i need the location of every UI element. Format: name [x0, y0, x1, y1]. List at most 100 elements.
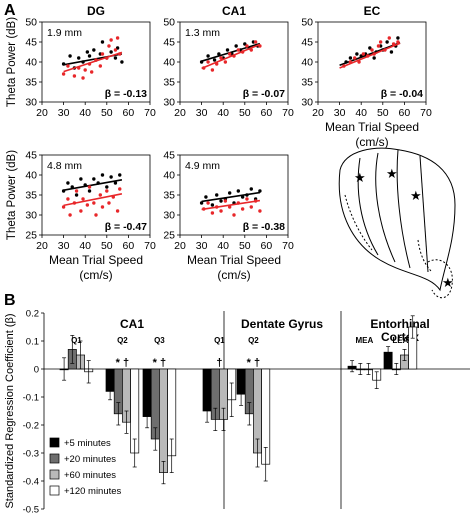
y-tick-label: 25	[163, 230, 175, 242]
regression-line	[339, 42, 401, 69]
data-point	[236, 189, 241, 193]
data-point	[258, 189, 262, 193]
y-tick-label: 40	[301, 57, 313, 69]
data-point	[245, 197, 249, 201]
y-tick-label: 40	[25, 57, 37, 69]
legend-label: +5 minutes	[64, 438, 111, 449]
depth-annotation: 4.9 mm	[185, 160, 220, 172]
y-tick-label: 35	[301, 77, 313, 89]
data-point	[378, 40, 383, 44]
y-tick-label: 40	[25, 170, 37, 182]
x-axis-label: Mean Trial Speed	[49, 253, 143, 267]
data-point	[61, 72, 66, 76]
panel-b-label: B	[4, 292, 16, 309]
x-tick-label: 30	[58, 107, 70, 119]
x-tick-label: 20	[36, 240, 48, 252]
data-point	[396, 40, 400, 44]
data-point	[109, 38, 113, 42]
group-label: Q1	[71, 336, 82, 345]
data-point	[115, 46, 120, 50]
data-point	[368, 46, 372, 50]
y-tick-label: 45	[163, 37, 175, 49]
x-tick-label: 20	[312, 107, 324, 119]
x-tick-label: 50	[101, 107, 113, 119]
data-point	[100, 40, 105, 44]
data-point	[120, 60, 124, 64]
panel-a-label: A	[4, 2, 16, 19]
data-point	[206, 201, 210, 205]
data-point	[98, 193, 103, 197]
data-point	[227, 205, 232, 209]
x-tick-label: 40	[217, 240, 229, 252]
data-point	[204, 195, 208, 199]
x-tick-label: 50	[377, 107, 389, 119]
data-point	[81, 197, 85, 201]
significance-mark: * †	[153, 357, 166, 369]
y-tick-label: 30	[163, 97, 175, 109]
y-tick-label: 40	[163, 57, 175, 69]
y-tick-label: 35	[163, 77, 175, 89]
x-tick-label: 30	[196, 107, 208, 119]
data-point	[245, 44, 249, 48]
data-point	[210, 203, 215, 207]
data-point	[77, 56, 81, 60]
data-point	[355, 52, 359, 56]
legend-swatch	[49, 485, 60, 496]
data-point	[87, 185, 92, 189]
x-tick-label: 40	[79, 240, 91, 252]
star-icon: ★	[442, 275, 454, 290]
x-tick-label: 40	[217, 107, 229, 119]
group-label: MEA	[356, 336, 374, 345]
brain-schematic: ★ ★ ★ ★	[338, 147, 456, 299]
data-point	[225, 48, 230, 52]
section-title: CA1	[120, 317, 144, 331]
data-point	[361, 52, 366, 56]
x-axis-label: (cm/s)	[79, 268, 112, 282]
data-point	[113, 181, 118, 185]
data-point	[376, 44, 381, 48]
data-point	[98, 64, 103, 68]
regression-line	[63, 179, 123, 191]
scatter-chart-4: 20 30 40 50 60 70 25 30 35 40 45 4.8 mm β = -0.47 The…	[6, 150, 156, 283]
data-point	[232, 213, 236, 217]
data-point	[212, 58, 217, 62]
chart-title: CA1	[222, 4, 246, 18]
data-point	[115, 36, 120, 40]
data-point	[219, 209, 223, 213]
data-point	[100, 173, 105, 177]
data-point	[219, 56, 223, 60]
significance-mark: * †	[247, 357, 260, 369]
data-point	[92, 177, 96, 181]
legend-swatch	[49, 453, 60, 464]
data-point	[79, 177, 83, 181]
y-tick-label: 30	[25, 97, 37, 109]
y-tick-label: 25	[25, 230, 37, 242]
y-tick-label: -0.5	[23, 505, 39, 516]
depth-annotation: 4.8 mm	[47, 160, 82, 172]
data-point	[100, 52, 105, 56]
beta-annotation: β = -0.07	[243, 88, 285, 100]
y-tick-label: -0.2	[23, 421, 39, 432]
x-tick-label: 60	[399, 107, 411, 119]
data-point	[105, 189, 109, 193]
data-point	[372, 56, 376, 60]
data-point	[234, 44, 238, 48]
x-tick-label: 60	[261, 240, 273, 252]
data-point	[92, 48, 96, 52]
y-axis-label: Theta Power (dB)	[6, 17, 18, 107]
data-point	[115, 209, 120, 213]
scatter-chart-5: 20 30 40 50 60 70 25 30 35 40 45 4.9 mm β = -0.38 Mea…	[163, 150, 294, 283]
data-point	[215, 193, 219, 197]
group-label: Q3	[154, 336, 165, 345]
data-point	[258, 209, 262, 213]
data-point	[92, 201, 96, 205]
y-tick-label: -0.4	[23, 477, 39, 488]
data-point	[89, 70, 94, 74]
data-point	[210, 211, 215, 215]
y-tick-label: -0.1	[23, 393, 39, 404]
depth-annotation: 1.3 mm	[185, 27, 220, 39]
y-tick-label: 0	[34, 365, 39, 376]
